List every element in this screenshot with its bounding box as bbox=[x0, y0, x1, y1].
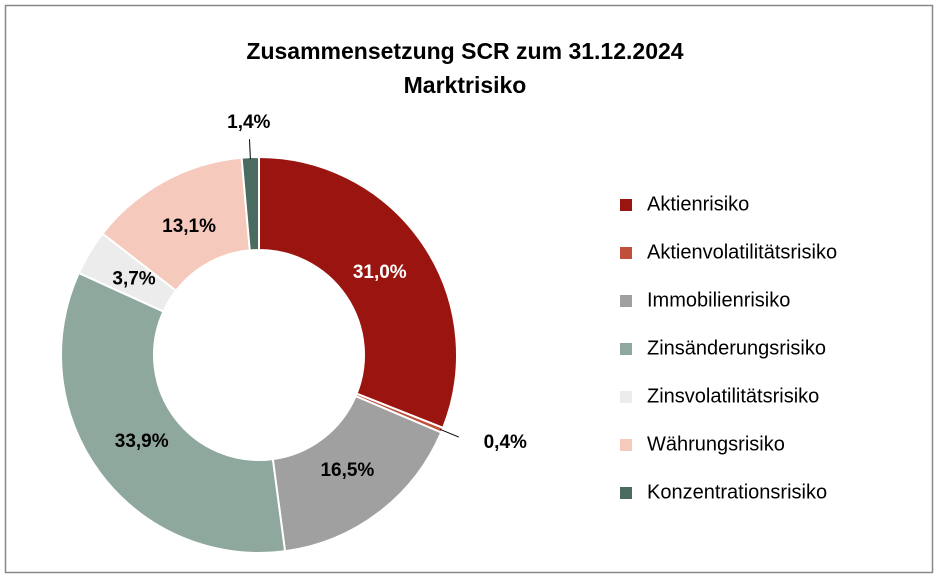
data-label: 3,7% bbox=[112, 269, 155, 290]
legend-swatch bbox=[620, 391, 632, 403]
legend-swatch bbox=[620, 247, 632, 259]
legend-label: Konzentrationsrisiko bbox=[647, 481, 827, 503]
legend-swatch bbox=[620, 295, 632, 307]
donut-segment bbox=[240, 155, 260, 252]
legend-label: Aktienvolatilitätsrisiko bbox=[647, 241, 837, 263]
legend-swatch bbox=[620, 487, 632, 499]
data-label: 31,0% bbox=[353, 262, 407, 283]
donut-segment bbox=[258, 155, 458, 430]
leader-line bbox=[440, 428, 460, 438]
data-label: 13,1% bbox=[162, 216, 216, 237]
data-label: 16,5% bbox=[320, 460, 374, 481]
legend-label: Immobilienrisiko bbox=[647, 289, 790, 311]
legend-label: Währungsrisiko bbox=[647, 433, 785, 455]
leader-line bbox=[249, 139, 251, 160]
data-label: 33,9% bbox=[115, 431, 169, 452]
data-label: 0,4% bbox=[484, 432, 527, 453]
legend-swatch bbox=[620, 199, 632, 211]
donut-segment bbox=[60, 271, 287, 554]
legend-swatch bbox=[620, 343, 632, 355]
data-label: 1,4% bbox=[227, 112, 270, 133]
chart-title: Zusammensetzung SCR zum 31.12.2024 bbox=[246, 38, 683, 64]
legend-label: Aktienrisiko bbox=[647, 193, 749, 215]
donut-segment bbox=[271, 394, 443, 553]
legend-label: Zinsänderungsrisiko bbox=[647, 337, 826, 359]
chart-subtitle: Marktrisiko bbox=[404, 72, 527, 98]
legend-label: Zinsvolatilitätsrisiko bbox=[647, 385, 819, 407]
legend-swatch bbox=[620, 439, 632, 451]
